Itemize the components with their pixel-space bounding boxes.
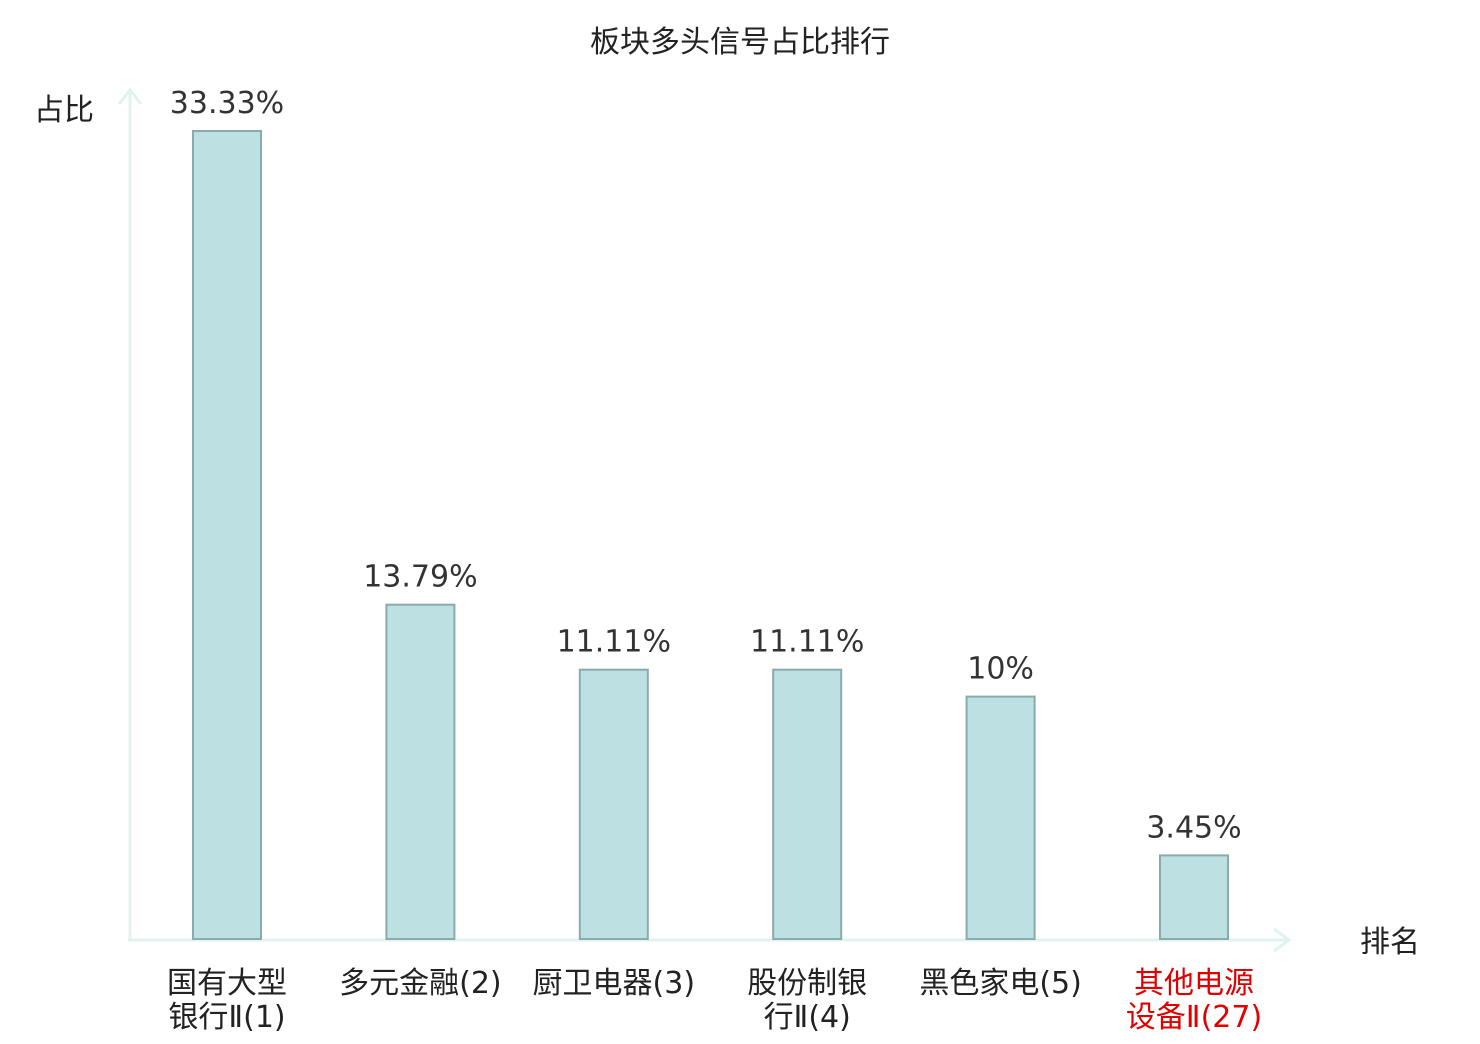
bar-5 — [965, 695, 1036, 940]
category-label-5-line-1: 黑色家电(5) — [919, 966, 1082, 1001]
value-labels-group: 33.33% 13.79% 11.11% 11.11% 10% 3.45% — [170, 86, 1242, 845]
bar-value-label-2: 13.79% — [363, 560, 477, 595]
axes — [117, 87, 1292, 953]
category-label-1-line-1: 国有大型 — [167, 966, 287, 1001]
bar-2 — [385, 603, 456, 940]
category-label-4-line-1: 股份制银 — [747, 966, 867, 1001]
bar-3 — [578, 668, 649, 940]
category-label-1-line-2: 银行Ⅱ(1) — [168, 1000, 285, 1035]
x-axis-label: 排名 — [1360, 925, 1420, 960]
category-label-6-line-2: 设备Ⅱ(27) — [1126, 1000, 1262, 1035]
bar-value-label-3: 11.11% — [557, 625, 671, 660]
bar-value-label-6: 3.45% — [1146, 810, 1241, 845]
y-axis-label: 占比 — [34, 93, 94, 128]
bar-value-label-5: 10% — [967, 652, 1034, 687]
bar-1 — [192, 130, 262, 940]
bars-group — [192, 130, 1229, 941]
category-label-3-line-1: 厨卫电器(3) — [533, 966, 696, 1001]
bar-value-label-4: 11.11% — [750, 625, 864, 660]
bar-6 — [1159, 854, 1229, 941]
category-label-6-line-1: 其他电源 — [1134, 966, 1254, 1001]
chart-title: 板块多头信号占比排行 — [590, 25, 890, 60]
y-axis-arrow-icon — [117, 87, 143, 105]
bar-4 — [772, 668, 843, 940]
category-label-2-line-1: 多元金融(2) — [339, 966, 502, 1001]
bar-value-label-1: 33.33% — [170, 86, 284, 121]
x-axis-arrow-icon — [1273, 927, 1292, 953]
category-label-4-line-2: 行Ⅱ(4) — [764, 1000, 851, 1035]
